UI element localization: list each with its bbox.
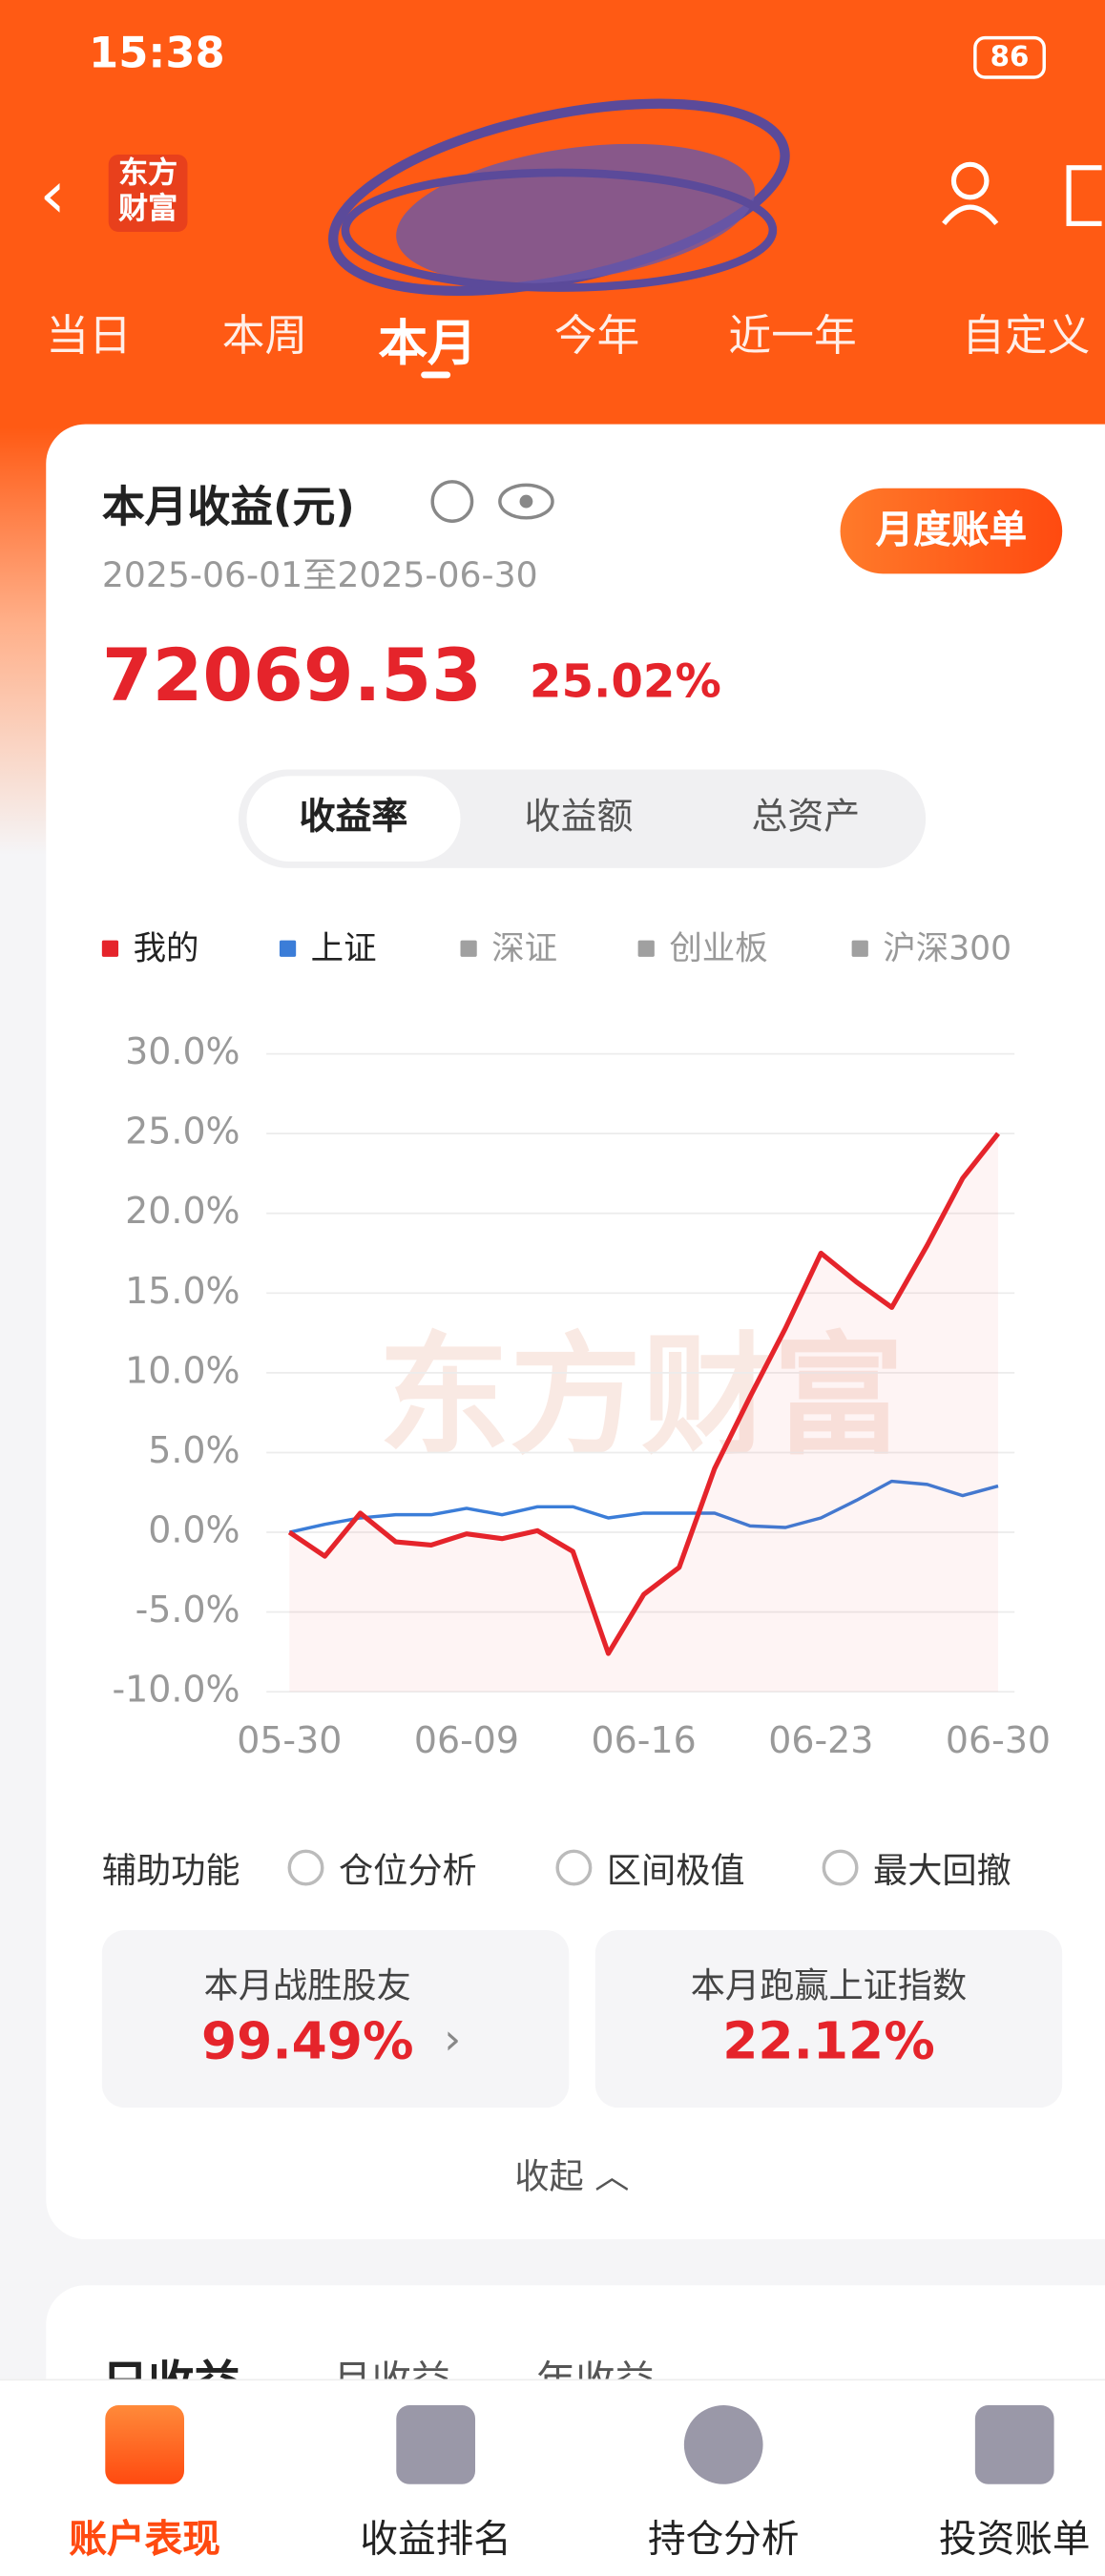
tool-option[interactable]: 区间极值 — [606, 1851, 745, 1891]
y-tick-label: -5.0% — [136, 1589, 240, 1631]
period-tab[interactable]: 今年 — [553, 312, 640, 363]
stat-box — [101, 1930, 570, 2109]
amount: 72069.53 — [101, 634, 482, 719]
chart: 东方财富 -10.0% -5.0% 0.0% 5.0% 10.0% 15.0% 20.0% 25… — [101, 930, 1051, 1761]
stat-label: 本月跑赢上证指数 — [690, 1965, 968, 2006]
tool-option[interactable]: 仓位分析 — [338, 1851, 477, 1891]
nav-label[interactable]: 账户表现 — [69, 2518, 220, 2562]
stat-label: 本月战胜股友 — [203, 1965, 411, 2006]
legend-swatch — [101, 940, 119, 957]
legend-swatch — [637, 940, 655, 957]
legend-swatch — [851, 940, 868, 957]
stat-value: 22.12% — [722, 2012, 935, 2072]
series-line — [288, 1479, 999, 1534]
nav-icon[interactable] — [396, 2405, 476, 2484]
watermark: 东方财富 — [378, 1319, 904, 1473]
nav-icon[interactable] — [683, 2405, 763, 2484]
summary-title: 本月收益(元) — [101, 483, 355, 533]
y-tick-label: 20.0% — [125, 1190, 240, 1232]
rate: 25.02% — [529, 654, 721, 709]
radio[interactable] — [555, 1849, 593, 1886]
period-tab[interactable]: 近一年 — [728, 312, 857, 363]
x-tick-label: 06-09 — [414, 1719, 519, 1761]
area — [289, 1133, 998, 1693]
chevron[interactable]: › — [444, 2015, 462, 2066]
legend-label: 上证 — [311, 930, 377, 968]
legend-swatch — [460, 940, 477, 957]
back-button[interactable]: ‹ — [39, 157, 66, 234]
tool-option[interactable]: 最大回撤 — [873, 1851, 1011, 1891]
segment[interactable]: 总资产 — [751, 797, 861, 839]
legend-label: 深证 — [491, 930, 557, 968]
collapse[interactable]: 收起 ︿ — [514, 2156, 630, 2197]
legend-label: 沪深300 — [883, 930, 1011, 968]
x-tick-label: 06-30 — [946, 1719, 1051, 1761]
legend-swatch — [279, 940, 297, 957]
header-icons[interactable] — [937, 157, 1102, 230]
nav-mask — [0, 2379, 1105, 2576]
y-tick-label: 25.0% — [125, 1111, 240, 1153]
period-tab[interactable]: 本周 — [221, 312, 308, 363]
date-range: 2025-06-01至2025-06-30 — [101, 555, 538, 595]
legend-label: 我的 — [134, 930, 199, 968]
x-tick-label: 05-30 — [237, 1719, 342, 1761]
period-tab[interactable]: 本月 — [378, 315, 477, 374]
stat-value: 99.49% — [200, 2012, 414, 2072]
bill-button[interactable]: 月度账单 — [840, 488, 1063, 574]
time: 15:38 — [89, 30, 225, 79]
y-tick-label: 0.0% — [148, 1509, 240, 1551]
legend-label: 创业板 — [669, 930, 767, 968]
nav-label[interactable]: 投资账单 — [938, 2518, 1091, 2562]
y-tick-label: 5.0% — [148, 1429, 240, 1471]
radio[interactable] — [822, 1849, 859, 1886]
series-line — [287, 1132, 1001, 1656]
nav-label[interactable]: 持仓分析 — [647, 2518, 800, 2562]
info-icons[interactable] — [430, 477, 562, 527]
x-tick-label: 06-16 — [592, 1719, 697, 1761]
y-tick-label: -10.0% — [112, 1669, 240, 1711]
period-tab[interactable]: 自定义 — [962, 312, 1091, 363]
nav-icon[interactable] — [105, 2405, 184, 2484]
y-tick-label: 30.0% — [125, 1030, 240, 1072]
tab-indicator — [421, 371, 451, 379]
x-tick-label: 06-23 — [768, 1719, 873, 1761]
tools-label: 辅助功能 — [101, 1851, 240, 1891]
period-tab[interactable]: 当日 — [46, 312, 132, 363]
battery: 86 — [973, 35, 1046, 79]
collapse-text: 收起 — [514, 2156, 584, 2197]
nav-icon[interactable] — [974, 2405, 1054, 2484]
stat-box — [594, 1930, 1063, 2109]
y-tick-label: 10.0% — [125, 1349, 240, 1391]
segment[interactable]: 收益额 — [524, 797, 634, 839]
segment[interactable]: 收益率 — [246, 776, 461, 862]
scribble — [328, 98, 790, 297]
radio[interactable] — [287, 1849, 324, 1886]
y-tick-label: 15.0% — [125, 1270, 240, 1312]
nav-label[interactable]: 收益排名 — [360, 2518, 511, 2562]
logo: 东方财富 — [108, 154, 188, 232]
